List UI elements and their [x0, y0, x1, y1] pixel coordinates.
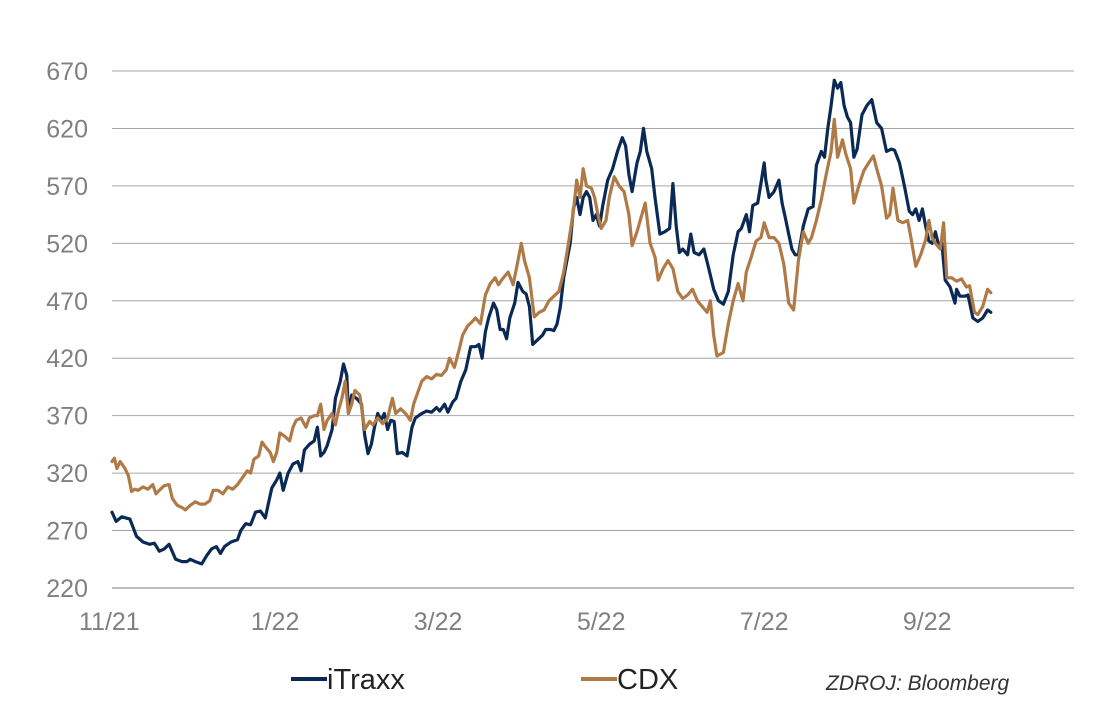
series-line-cdx [110, 117, 993, 512]
source-note: ZDROJ: Bloomberg [826, 672, 1010, 695]
x-tick-label: 11/21 [79, 608, 140, 636]
series-line-itraxx [110, 78, 993, 566]
y-axis-ticks: 220 270 320 370 420 470 520 570 620 670 [46, 58, 88, 603]
legend-label-cdx: CDX [617, 664, 678, 696]
y-tick-label: 620 [46, 115, 88, 143]
x-tick-label: 5/22 [577, 608, 626, 636]
y-tick-label: 470 [46, 288, 88, 316]
legend-label-itraxx: iTraxx [327, 664, 405, 696]
x-axis-ticks: 11/21 1/22 3/22 5/22 7/22 9/22 [79, 608, 952, 636]
y-tick-label: 320 [46, 460, 88, 488]
series-lines [110, 78, 993, 566]
y-tick-label: 420 [46, 345, 88, 373]
grid-lines [112, 70, 1074, 532]
y-tick-label: 670 [46, 58, 88, 86]
y-tick-label: 370 [46, 403, 88, 431]
y-tick-label: 220 [46, 575, 88, 603]
y-tick-label: 520 [46, 230, 88, 258]
legend: iTraxx CDX [291, 664, 678, 696]
x-tick-label: 1/22 [251, 608, 300, 636]
y-tick-label: 570 [46, 173, 88, 201]
x-tick-label: 9/22 [903, 608, 952, 636]
y-tick-label: 270 [46, 518, 88, 546]
x-tick-label: 3/22 [414, 608, 463, 636]
x-tick-label: 7/22 [740, 608, 789, 636]
